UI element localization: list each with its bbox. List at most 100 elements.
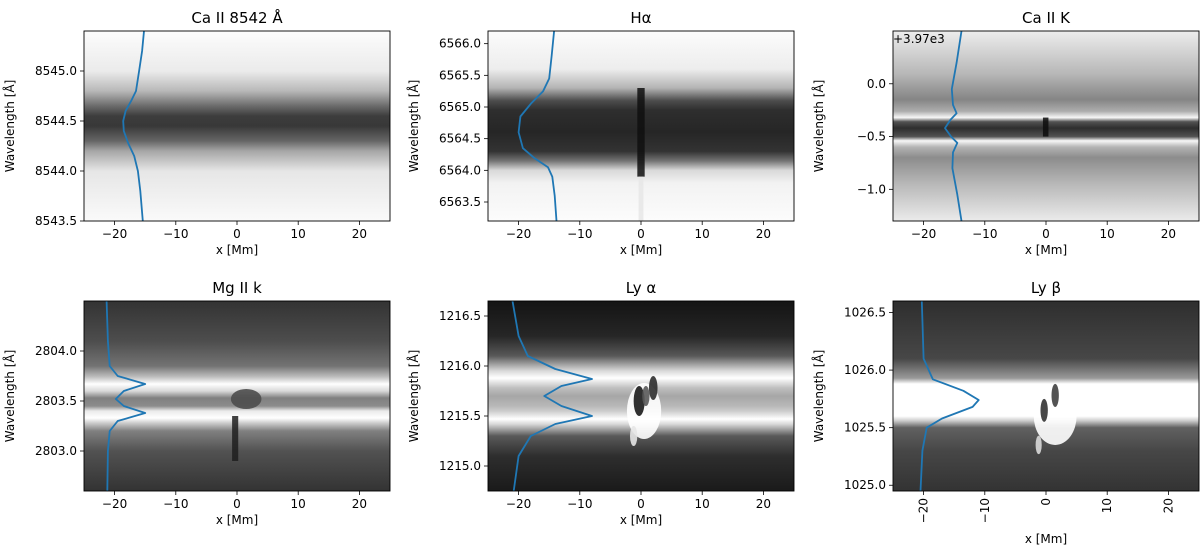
y-tick-label: 6566.0 <box>439 37 481 51</box>
image-feature <box>232 416 239 461</box>
y-tick-label: 8544.0 <box>35 164 77 178</box>
y-tick-label: 1026.5 <box>844 306 886 320</box>
y-tick-label: 1215.0 <box>439 459 481 473</box>
image-feature <box>648 376 658 400</box>
x-tick-label: 0 <box>637 227 645 241</box>
x-tick-label: −10 <box>567 497 592 511</box>
image-feature <box>642 386 650 406</box>
line-profile <box>919 301 980 491</box>
x-axis-label: x [Mm] <box>620 243 662 257</box>
line-profile <box>517 31 558 221</box>
x-tick-label: −20 <box>917 498 931 523</box>
x-tick-label: 20 <box>756 497 771 511</box>
line-profile <box>122 31 145 221</box>
spectral-image <box>84 31 390 221</box>
y-axis-label: Wavelength [Å] <box>406 350 421 443</box>
x-tick-label: 20 <box>352 497 367 511</box>
image-feature <box>1035 435 1042 455</box>
x-tick-label: 10 <box>1100 498 1114 513</box>
y-tick-label: 6564.0 <box>439 163 481 177</box>
x-tick-label: 10 <box>291 227 306 241</box>
y-tick-label: 8545.0 <box>35 64 77 78</box>
image-feature <box>637 88 645 177</box>
panel-ca-ii-k: −20 −10 0 10 20 −1.0 −0.5 0.0 Ca II K Wavelength … <box>811 9 1200 257</box>
y-tick-label: 6565.0 <box>439 100 481 114</box>
feature-group <box>1033 383 1077 455</box>
x-tick-label: 0 <box>233 497 241 511</box>
x-tick-label: 20 <box>756 227 771 241</box>
x-tick-label: 10 <box>695 497 710 511</box>
feature-group <box>637 88 645 221</box>
panel-title: Ly α <box>626 279 657 297</box>
x-axis-label: x [Mm] <box>620 513 662 527</box>
x-tick-label: 0 <box>1042 227 1050 241</box>
panel-h-alpha: −20 −10 0 10 20 6563.5 6564.0 6564.5 6565.0 6565.… <box>406 9 795 257</box>
x-tick-label: 10 <box>695 227 710 241</box>
x-axis-label: x [Mm] <box>216 513 258 527</box>
x-tick-label: −20 <box>102 227 127 241</box>
x-axis-label: x [Mm] <box>1025 243 1067 257</box>
y-tick-label: −1.0 <box>857 182 886 196</box>
image-feature <box>1042 117 1049 137</box>
y-tick-label: 6564.5 <box>439 132 481 146</box>
x-tick-label: −20 <box>102 497 127 511</box>
feature-group <box>626 376 662 446</box>
y-tick-label: 1025.0 <box>844 478 886 492</box>
offset-text: +3.97e3 <box>893 32 945 46</box>
x-tick-label: −20 <box>506 227 531 241</box>
y-tick-label: −0.5 <box>857 130 886 144</box>
y-tick-label: 6563.5 <box>439 195 481 209</box>
line-profile <box>105 301 147 491</box>
panel-title: Hα <box>630 9 651 27</box>
panel-ly-beta: −20 −10 0 10 20 1025.0 1025.5 1026.0 1026.5 Ly β W… <box>811 279 1200 546</box>
y-tick-label: 6565.5 <box>439 68 481 82</box>
image-feature <box>230 389 262 409</box>
y-axis-label: Wavelength [Å] <box>2 80 17 173</box>
x-tick-label: 10 <box>1100 227 1115 241</box>
x-tick-label: −10 <box>978 498 992 523</box>
panel-title: Ca II K <box>1022 9 1071 27</box>
x-axis-label: x [Mm] <box>1025 532 1067 546</box>
y-tick-label: 1215.5 <box>439 409 481 423</box>
feature-group <box>230 389 262 461</box>
x-tick-label: −10 <box>163 497 188 511</box>
x-tick-label: 0 <box>1039 498 1053 506</box>
x-tick-label: 20 <box>1161 498 1175 513</box>
image-feature <box>629 426 638 446</box>
panel-mg-ii-k: −20 −10 0 10 20 2803.0 2803.5 2804.0 Mg II k Wave… <box>2 279 391 527</box>
line-profile <box>944 31 963 221</box>
line-profile <box>511 301 593 491</box>
panel-title: Mg II k <box>212 279 262 297</box>
y-tick-label: 8544.5 <box>35 114 77 128</box>
x-tick-label: −10 <box>567 227 592 241</box>
y-tick-label: 1216.5 <box>439 309 481 323</box>
x-tick-label: −20 <box>506 497 531 511</box>
y-tick-label: 0.0 <box>867 77 886 91</box>
x-tick-label: 0 <box>233 227 241 241</box>
x-tick-label: −10 <box>972 227 997 241</box>
image-feature <box>1040 398 1048 422</box>
y-tick-label: 2804.0 <box>35 344 77 358</box>
y-tick-label: 1216.0 <box>439 359 481 373</box>
panel-ly-alpha: −20 −10 0 10 20 1215.0 1215.5 1216.0 1216.5 Ly α W… <box>406 279 795 527</box>
y-tick-label: 1025.5 <box>844 421 886 435</box>
image-feature <box>633 386 645 416</box>
image-feature <box>638 176 644 221</box>
panel-title: Ly β <box>1031 279 1061 297</box>
y-tick-label: 2803.5 <box>35 394 77 408</box>
x-tick-label: 10 <box>291 497 306 511</box>
x-tick-label: 0 <box>637 497 645 511</box>
y-axis-label: Wavelength [Å] <box>811 80 826 173</box>
y-tick-label: 8543.5 <box>35 214 77 228</box>
feature-group <box>1042 117 1049 137</box>
y-tick-label: 1026.0 <box>844 363 886 377</box>
x-tick-label: −10 <box>163 227 188 241</box>
x-axis-label: x [Mm] <box>216 243 258 257</box>
y-axis-label: Wavelength [Å] <box>2 350 17 443</box>
panel-ca-ii-8542: −20 −10 0 10 20 8543.5 8544.0 8544.5 8545.0 Ca II… <box>2 8 391 257</box>
panel-title: Ca II 8542 Å <box>191 8 283 27</box>
x-tick-label: −20 <box>911 227 936 241</box>
x-tick-label: 20 <box>352 227 367 241</box>
y-axis-label: Wavelength [Å] <box>406 80 421 173</box>
